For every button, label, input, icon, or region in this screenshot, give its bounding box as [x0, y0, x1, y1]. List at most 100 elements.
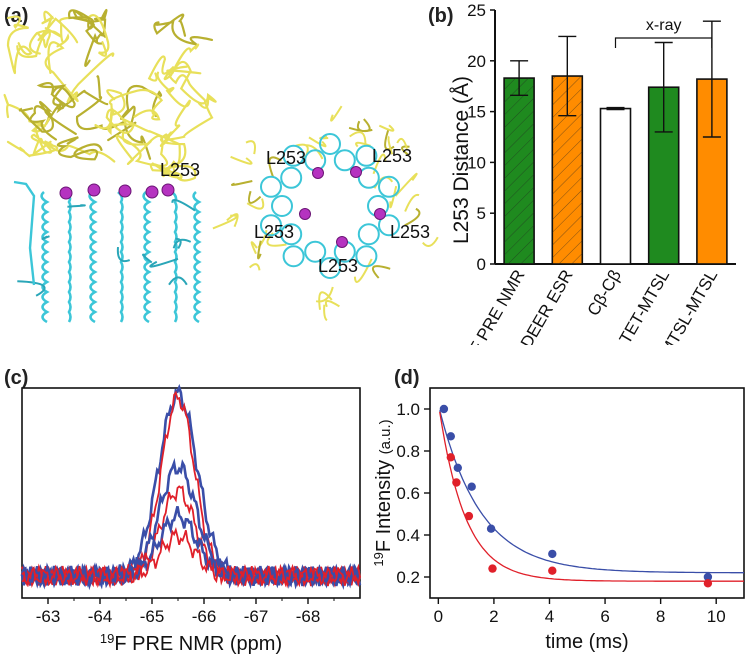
y-tick-label: 0.8: [396, 442, 420, 461]
bar-chart: (b) L253 Distance (Å) 0 5 10 15 20 25 x-ray 1…: [428, 1, 736, 364]
cyan-helix-coil: [378, 214, 400, 237]
cyan-helix-coil: [304, 149, 327, 172]
yellow-ribbon: [371, 265, 391, 279]
yellow-ribbon: [230, 180, 253, 186]
bracket-line: [614, 37, 713, 48]
yellow-ribbon: [404, 207, 421, 227]
y-tick-label: 0: [477, 255, 486, 274]
yellow-ribbon: [422, 236, 439, 247]
yellow-ribbon: [324, 299, 340, 308]
cyan-loop: [149, 257, 179, 268]
l253-sphere: [161, 183, 175, 197]
yellow-ribbon: [166, 60, 217, 109]
yellow-ribbon: [247, 190, 262, 204]
yellow-ribbon: [330, 105, 343, 122]
bar-3: [599, 107, 632, 265]
yellow-ribbon: [122, 118, 197, 182]
cyan-loop: [171, 198, 196, 212]
yellow-ribbon: [164, 65, 214, 141]
panel-a-figure: (a) L253 L253 L253 L253 L253 L253: [3, 5, 439, 324]
data-point-red: [548, 566, 557, 575]
data-point-blue: [453, 463, 462, 472]
yellow-ribbon: [315, 286, 334, 303]
top-l253-label-1: L253: [266, 148, 306, 168]
cyan-helix-coil: [260, 175, 282, 198]
yellow-ribbon: [212, 214, 238, 230]
cyan-loop: [17, 280, 46, 297]
yellow-ribbon: [378, 124, 395, 132]
yellow-ribbon: [250, 241, 258, 255]
yellow-ribbon: [323, 304, 328, 322]
yellow-ribbon: [75, 75, 152, 160]
l253-sphere: [118, 184, 132, 198]
data-point-red: [452, 478, 461, 487]
yellow-ribbon: [319, 135, 329, 140]
cyan-helix: [65, 191, 72, 323]
yellow-ribbon: [404, 193, 420, 212]
plot-frame: [21, 387, 361, 599]
bar-chart-y-axis-label: L253 Distance (Å): [450, 76, 473, 244]
yellow-ribbon: [56, 136, 103, 161]
yellow-ribbon: [230, 155, 253, 165]
cyan-helix: [88, 191, 98, 324]
cyan-helix-coil: [378, 175, 400, 198]
x-tick-label: 8: [656, 607, 665, 626]
side-view-l253-label: L253: [160, 160, 200, 180]
l253-sphere: [87, 183, 101, 197]
x-tick-label: 2: [489, 607, 498, 626]
cyan-helix-coil: [260, 214, 282, 237]
panel-d-label: (d): [394, 367, 420, 389]
yellow-ribbon: [67, 9, 99, 67]
y-tick-label: 20: [467, 52, 486, 71]
yellow-ribbon: [16, 10, 63, 58]
x-tick-label: -63: [36, 607, 61, 626]
y-tick-label: 1.0: [396, 400, 420, 419]
yellow-ribbon: [44, 41, 115, 103]
cyan-helix-coil: [357, 223, 380, 246]
category-label-1: 19F PRE NMR: [459, 267, 528, 346]
yellow-ribbon: [149, 133, 187, 180]
yellow-ribbon: [389, 185, 398, 209]
xray-bracket: x-ray: [614, 17, 713, 48]
yellow-ribbon: [153, 13, 214, 46]
panel-b: (b) L253 Distance (Å) 0 5 10 15 20 25 x-ray 1…: [428, 0, 756, 364]
yellow-ribbon: [94, 88, 164, 130]
nmr-spectra-lines: [20, 383, 362, 591]
data-point-red: [703, 579, 713, 588]
panel-a: (a) L253 L253 L253 L253 L253 L253: [0, 0, 440, 340]
yellow-ribbon: [348, 118, 371, 133]
yellow-ribbon: [18, 105, 57, 141]
top-view-structure: [212, 105, 439, 322]
data-point-blue: [703, 572, 713, 582]
data-point-blue: [467, 482, 476, 491]
cyan-helix-coil: [357, 166, 380, 189]
y-tick-label: 0.6: [396, 484, 420, 503]
top-l253-label-4: L253: [390, 222, 430, 242]
yellow-ribbon: [394, 172, 418, 197]
yellow-ribbon: [105, 88, 136, 136]
nmr-chart-axes: -63 -64 -65 -66 -67 -68 19F PRE NMR (ppm): [21, 387, 361, 655]
xray-label: x-ray: [646, 17, 682, 34]
x-tick-label: 0: [434, 607, 443, 626]
cyan-helix-coil: [271, 195, 293, 217]
x-tick-label: 4: [545, 607, 554, 626]
cyan-helix-coil: [355, 144, 378, 167]
side-view-structure: [3, 8, 217, 324]
data-point-red: [488, 564, 497, 573]
spectrum-red-3: [21, 526, 361, 589]
plot-frame: [429, 387, 745, 599]
category-label-4: TET-MTSL: [616, 267, 674, 346]
cyan-loop: [142, 253, 153, 264]
cyan-helix-coil: [282, 144, 305, 167]
top-l253-label-2: L253: [372, 146, 412, 166]
cyan-loop: [67, 204, 86, 208]
y-tick-label: 25: [467, 1, 486, 20]
yellow-ribbon: [396, 137, 408, 150]
yellow-ribbon: [147, 43, 200, 82]
x-axis-label: time (ms): [545, 631, 628, 653]
bar-chart-bars: [503, 20, 728, 265]
cyan-helix-coil: [319, 257, 341, 279]
yellow-ribbon: [245, 140, 256, 155]
cyan-helix: [117, 191, 124, 323]
data-point-blue: [446, 432, 455, 441]
